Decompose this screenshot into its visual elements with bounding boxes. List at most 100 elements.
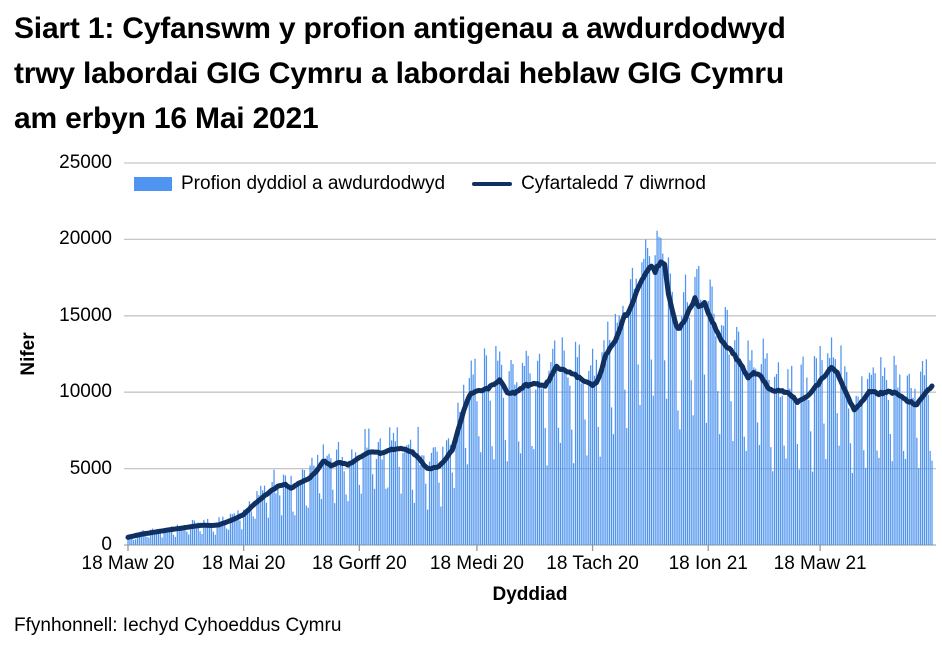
bar-daily-tests: [142, 530, 144, 545]
bar-daily-tests: [487, 385, 489, 545]
bar-daily-tests: [398, 466, 400, 545]
bar-daily-tests: [813, 356, 816, 545]
bar-daily-tests: [832, 357, 835, 545]
bar-daily-tests: [188, 534, 190, 545]
bar-daily-tests: [616, 322, 618, 545]
bar-daily-tests: [525, 350, 527, 545]
bar-daily-tests: [664, 360, 666, 545]
bar-daily-tests: [559, 442, 561, 545]
bar-daily-tests: [849, 443, 852, 545]
bar-daily-tests: [313, 465, 315, 545]
bar-daily-tests: [207, 518, 209, 545]
bar-daily-tests: [713, 313, 715, 545]
bar-daily-tests: [231, 514, 233, 545]
bar-daily-tests: [254, 518, 256, 545]
bar-daily-tests: [815, 358, 817, 545]
bar-daily-tests: [315, 467, 317, 545]
bar-daily-tests: [161, 537, 163, 545]
bar-daily-tests: [573, 463, 575, 545]
bar-daily-tests: [927, 395, 929, 545]
bar-daily-tests: [694, 276, 696, 545]
bar-daily-tests: [929, 450, 931, 545]
bar-daily-tests: [703, 374, 706, 545]
bar-daily-tests: [912, 397, 914, 545]
bar-daily-tests: [290, 475, 292, 545]
bar-daily-tests: [557, 427, 560, 545]
bar-daily-tests: [427, 509, 429, 545]
bar-daily-tests: [389, 427, 391, 545]
bar-daily-tests: [152, 528, 154, 545]
bar-daily-tests: [182, 529, 184, 545]
bar-daily-tests: [445, 440, 448, 545]
bar-daily-tests: [184, 529, 186, 545]
bar-daily-tests: [662, 253, 664, 546]
bar-daily-tests: [857, 396, 859, 545]
bar-daily-tests: [506, 461, 508, 545]
bar-daily-tests: [688, 317, 690, 545]
bar-daily-tests: [770, 447, 772, 545]
bar-daily-tests: [390, 440, 393, 545]
bar-daily-tests: [267, 517, 269, 545]
bar-daily-tests: [159, 533, 161, 545]
bar-daily-tests: [189, 528, 192, 545]
bar-daily-tests: [377, 442, 379, 545]
bar-daily-tests: [722, 325, 725, 545]
bar-daily-tests: [586, 455, 588, 545]
bar-daily-tests: [226, 528, 228, 545]
bar-daily-tests: [779, 397, 781, 545]
bar-daily-tests: [419, 465, 421, 545]
bar-daily-tests: [652, 395, 654, 545]
bar-daily-tests: [880, 357, 882, 545]
bar-daily-tests: [470, 360, 472, 545]
bar-daily-tests: [582, 379, 584, 545]
bar-daily-tests: [169, 528, 171, 545]
bar-daily-tests: [134, 539, 137, 545]
bar-daily-tests: [140, 531, 142, 545]
bar-daily-tests: [885, 380, 888, 545]
bar-daily-tests: [914, 388, 916, 545]
bar-daily-tests: [277, 486, 279, 545]
bar-daily-tests: [597, 426, 599, 545]
bar-daily-tests: [874, 373, 876, 545]
bar-daily-tests: [495, 345, 497, 545]
bar-daily-tests: [502, 397, 505, 545]
bar-daily-tests: [483, 348, 486, 545]
bar-daily-tests: [546, 465, 548, 545]
bar-daily-tests: [413, 502, 415, 545]
bar-daily-tests: [821, 360, 823, 545]
bar-daily-tests: [698, 265, 700, 545]
bar-daily-tests: [222, 516, 224, 545]
x-axis-title: Dyddiad: [492, 584, 568, 605]
bar-daily-tests: [440, 506, 442, 545]
bar-daily-tests: [133, 539, 135, 545]
bar-daily-tests: [686, 302, 689, 545]
bar-daily-tests: [392, 432, 395, 545]
bar-daily-tests: [129, 537, 131, 545]
bar-daily-tests: [430, 452, 433, 545]
bar-daily-tests: [461, 417, 463, 545]
bar-daily-tests: [436, 451, 438, 545]
bar-daily-tests: [730, 401, 732, 545]
bar-daily-tests: [394, 441, 397, 545]
bar-daily-tests: [863, 450, 865, 545]
bar-daily-tests: [923, 375, 926, 545]
bar-daily-tests: [334, 503, 336, 545]
bar-daily-tests: [834, 359, 836, 545]
bar-daily-tests: [320, 499, 323, 545]
bar-daily-tests: [684, 274, 687, 545]
bar-daily-tests: [423, 455, 425, 545]
bar-daily-tests: [781, 395, 783, 545]
bar-daily-tests: [571, 429, 573, 545]
chart-title-line2: trwy labordai GIG Cymru a labordai hebla…: [14, 57, 784, 90]
bar-daily-tests: [351, 449, 353, 545]
bar-daily-tests: [260, 485, 262, 545]
bar-daily-tests: [563, 350, 565, 545]
bar-daily-tests: [715, 336, 717, 545]
bar-daily-tests: [906, 375, 908, 545]
bars-series-daily-tests: [127, 230, 933, 546]
bar-daily-tests: [692, 415, 694, 545]
bar-daily-tests: [208, 525, 211, 545]
bar-daily-tests: [373, 488, 376, 545]
bar-daily-tests: [298, 483, 300, 545]
bar-daily-tests: [339, 464, 342, 545]
